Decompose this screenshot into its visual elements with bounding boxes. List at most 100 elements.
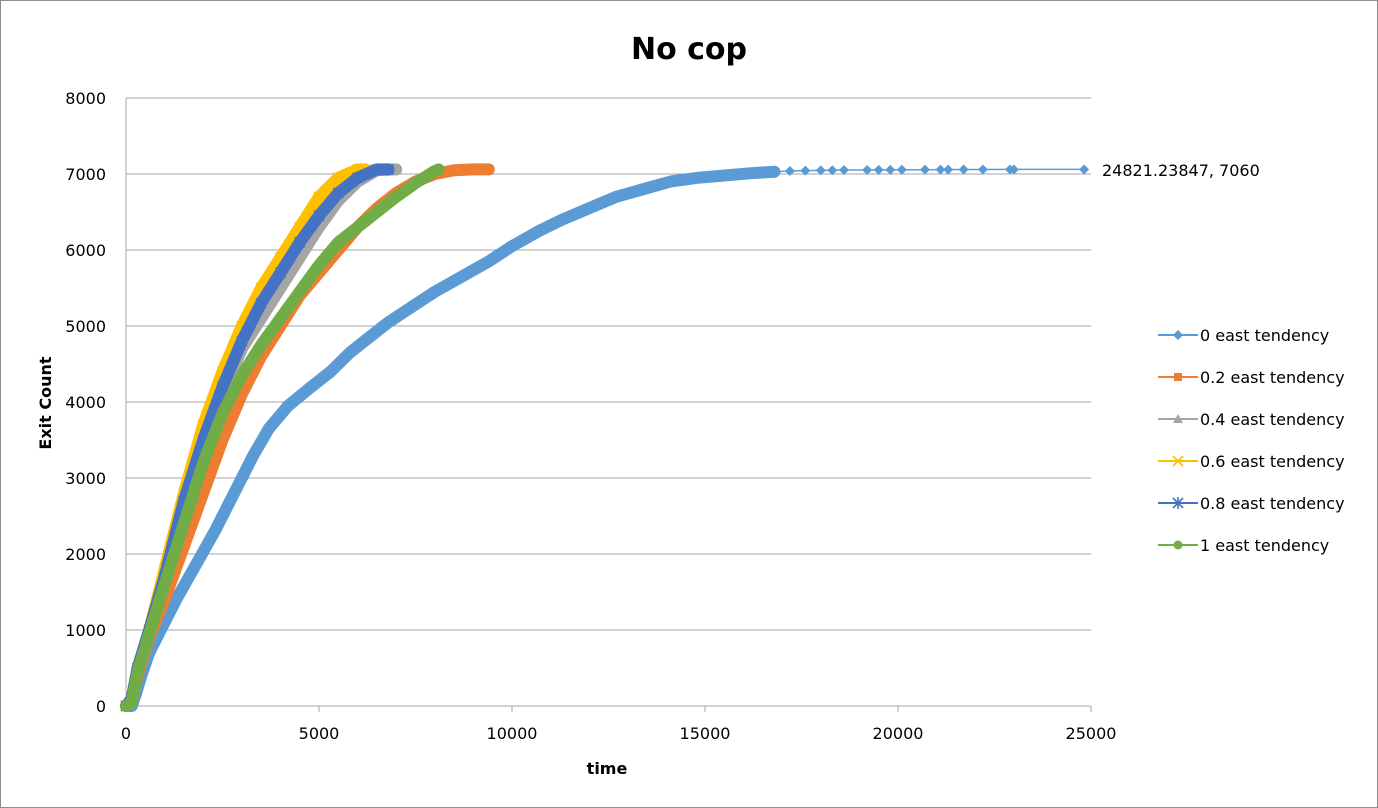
y-tick-label: 2000 — [65, 545, 106, 564]
data-point — [815, 165, 826, 176]
y-tick-label: 1000 — [65, 621, 106, 640]
data-point — [364, 332, 375, 343]
y-tick-label: 6000 — [65, 241, 106, 260]
data-point — [584, 203, 595, 214]
series-layer — [120, 163, 1090, 712]
data-point — [133, 667, 143, 677]
legend-entry: 0.8 east tendency — [1158, 494, 1345, 513]
data-point — [827, 165, 838, 176]
data-point — [294, 236, 306, 249]
y-tick-label: 5000 — [65, 317, 106, 336]
data-point — [638, 184, 649, 195]
data-point — [372, 207, 382, 217]
data-point — [294, 252, 305, 262]
x-tick-label: 20000 — [873, 724, 924, 743]
gridlines — [126, 97, 1091, 707]
data-point — [1008, 164, 1019, 175]
series-0 — [120, 164, 1090, 712]
x-axis-label: time — [587, 759, 628, 778]
data-point — [333, 237, 343, 247]
data-point — [784, 165, 795, 176]
y-tick-label: 7000 — [65, 165, 106, 184]
data-point — [171, 594, 182, 605]
legend-swatch-marker — [1174, 373, 1182, 381]
data-point — [332, 172, 344, 184]
data-point — [746, 168, 757, 179]
data-point — [873, 164, 884, 175]
data-point — [434, 164, 444, 174]
x-tick-label: 15000 — [680, 724, 731, 743]
x-tick-label: 10000 — [487, 724, 538, 743]
data-point — [406, 302, 417, 312]
data-point — [885, 164, 896, 175]
legend-swatch-marker — [1172, 455, 1184, 467]
data-point — [483, 256, 494, 267]
y-tick-label: 0 — [96, 697, 106, 716]
data-point — [469, 165, 478, 174]
data-point — [179, 519, 189, 529]
data-point — [935, 164, 946, 175]
legend-label: 0.4 east tendency — [1200, 410, 1345, 429]
legend-label: 0 east tendency — [1200, 326, 1329, 345]
data-point — [190, 560, 201, 571]
legend-entry: 1 east tendency — [1158, 536, 1329, 555]
data-point — [719, 170, 730, 181]
data-point — [127, 697, 137, 707]
data-point — [313, 209, 325, 222]
data-point — [371, 163, 383, 176]
y-axis-label: Exit Count — [36, 356, 55, 449]
data-point — [160, 579, 170, 589]
data-point — [353, 222, 363, 232]
data-point — [769, 166, 780, 177]
data-point — [275, 313, 285, 323]
legend-swatch-marker — [1173, 330, 1183, 340]
data-point — [391, 192, 401, 202]
legend-label: 0.8 east tendency — [1200, 494, 1345, 513]
data-point — [692, 172, 703, 183]
data-point — [237, 370, 247, 380]
data-point — [248, 450, 259, 461]
data-point — [313, 191, 325, 203]
data-point — [306, 381, 317, 392]
data-point — [263, 423, 274, 434]
data-point — [450, 166, 459, 175]
axes: 0 1000 2000 3000 4000 5000 6000 7000 8000 0 5000 10… — [65, 89, 1116, 743]
data-point — [229, 488, 240, 499]
series-5 — [120, 163, 445, 712]
data-point — [838, 165, 849, 176]
data-point — [896, 164, 907, 175]
data-point — [352, 171, 364, 184]
data-point — [557, 214, 568, 225]
data-point — [255, 297, 267, 310]
data-point — [179, 542, 188, 551]
legend-entry: 0.4 east tendency — [1158, 410, 1345, 429]
data-point — [325, 366, 336, 377]
data-point — [484, 165, 493, 174]
data-point — [274, 266, 286, 279]
data-point — [257, 352, 266, 361]
legend-label: 1 east tendency — [1200, 536, 1329, 555]
legend: 0 east tendency 0.2 east tendency 0.4 east… — [1158, 326, 1345, 555]
data-point — [216, 380, 229, 393]
data-point — [958, 164, 969, 175]
data-point — [800, 165, 811, 176]
data-point — [332, 187, 344, 199]
legend-label: 0.2 east tendency — [1200, 368, 1345, 387]
data-point — [236, 335, 248, 348]
y-tick-label: 4000 — [65, 393, 106, 412]
legend-swatch-marker — [1173, 540, 1183, 550]
data-point — [429, 286, 440, 297]
legend-entry: 0 east tendency — [1158, 326, 1329, 345]
data-point — [314, 260, 324, 270]
data-point — [218, 436, 227, 444]
data-point — [456, 271, 467, 282]
data-point — [611, 191, 622, 202]
x-tick-label: 25000 — [1066, 724, 1117, 743]
data-point — [534, 226, 545, 236]
data-point — [411, 178, 420, 188]
data-point — [199, 489, 208, 498]
data-point — [218, 408, 227, 418]
data-point — [507, 241, 517, 252]
data-point — [1079, 164, 1090, 175]
